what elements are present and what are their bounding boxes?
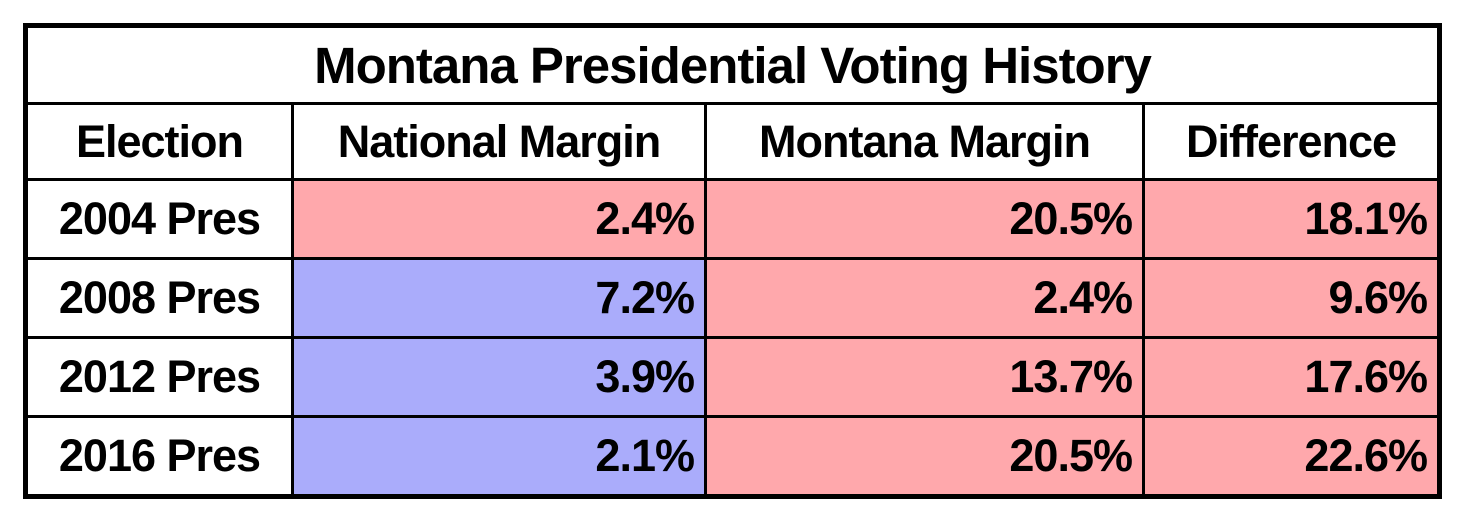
national-margin-cell: 7.2%: [291, 257, 707, 339]
table-row: 2016 Pres 2.1% 20.5% 22.6%: [24, 415, 1442, 498]
montana-margin-cell: 20.5%: [704, 415, 1145, 498]
table-row: 2004 Pres 2.4% 20.5% 18.1%: [24, 178, 1442, 260]
montana-margin-cell: 13.7%: [704, 336, 1145, 418]
election-cell: 2016 Pres: [24, 415, 294, 498]
montana-margin-cell: 2.4%: [704, 257, 1145, 339]
difference-cell: 18.1%: [1141, 178, 1442, 260]
title-row: Montana Presidential Voting History: [23, 24, 1442, 105]
column-header-national-margin: National Margin: [291, 102, 707, 181]
difference-cell: 9.6%: [1141, 257, 1442, 339]
national-margin-cell: 2.1%: [291, 415, 707, 498]
header-row: Election National Margin Montana Margin Dif…: [24, 102, 1442, 181]
national-margin-cell: 3.9%: [291, 336, 707, 418]
national-margin-cell: 2.4%: [291, 178, 707, 260]
column-header-montana-margin: Montana Margin: [704, 102, 1145, 181]
montana-voting-history-table: Montana Presidential Voting History Elec…: [23, 23, 1443, 499]
table-title: Montana Presidential Voting History: [23, 24, 1442, 105]
column-header-difference: Difference: [1141, 102, 1442, 181]
difference-cell: 17.6%: [1141, 336, 1442, 418]
table-row: 2008 Pres 7.2% 2.4% 9.6%: [24, 257, 1442, 339]
montana-margin-cell: 20.5%: [704, 178, 1145, 260]
table-row: 2012 Pres 3.9% 13.7% 17.6%: [24, 336, 1442, 418]
election-cell: 2008 Pres: [24, 257, 294, 339]
election-cell: 2004 Pres: [24, 178, 294, 260]
election-cell: 2012 Pres: [24, 336, 294, 418]
column-header-election: Election: [24, 102, 294, 181]
difference-cell: 22.6%: [1141, 415, 1442, 498]
